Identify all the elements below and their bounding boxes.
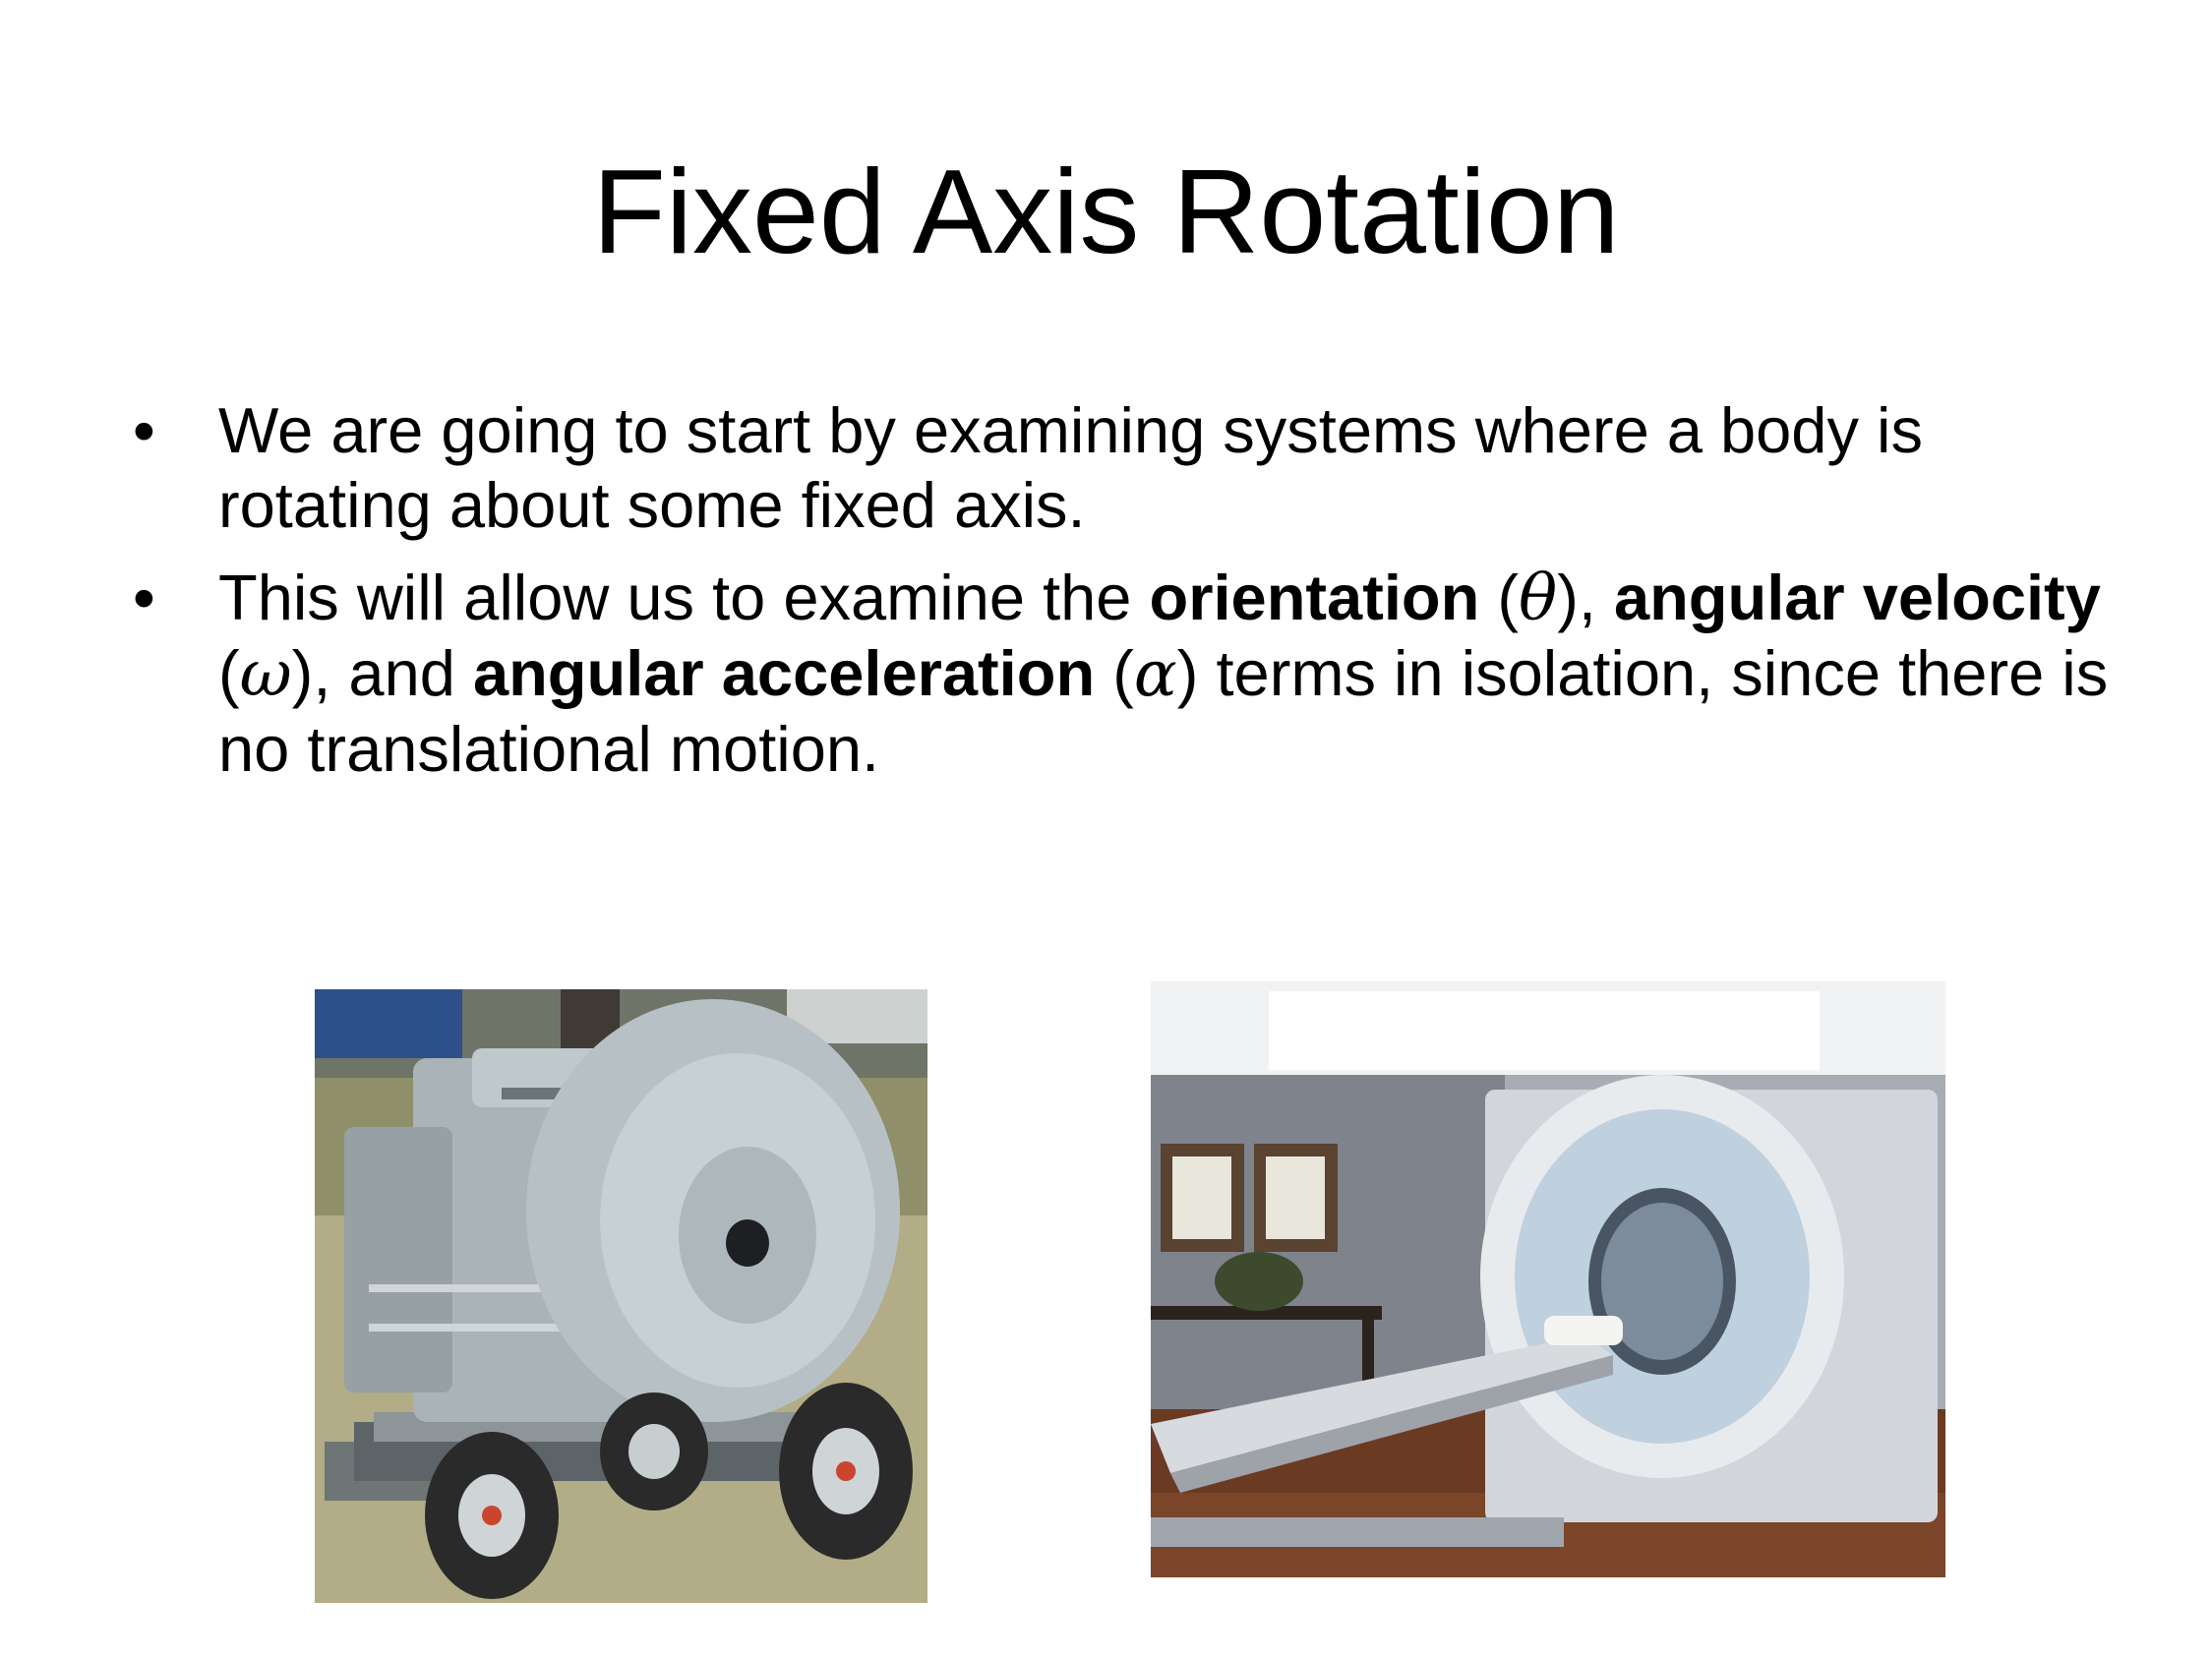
bullet-dot: • [133, 562, 155, 633]
bullet-list: • We are going to start by examining sys… [133, 393, 2120, 804]
engine-illustration [315, 989, 927, 1603]
term-angular-acceleration: angular acceleration [472, 637, 1096, 709]
bullet-text: This will allow us to examine the [218, 562, 1150, 633]
bullet-text: ( [1479, 562, 1520, 633]
bullet-text: ) terms in isolation, since there is no … [218, 637, 2109, 785]
bullet-item: • This will allow us to examine the orie… [133, 561, 2120, 787]
bullet-text: ), [1557, 562, 1614, 633]
bullet-text: ( [1095, 637, 1134, 709]
bullet-text: We are going to start by examining syste… [218, 394, 1923, 541]
term-orientation: orientation [1149, 562, 1480, 633]
bullet-item: • We are going to start by examining sys… [133, 393, 2120, 543]
stationary-engine-photo [315, 989, 927, 1603]
bullet-dot: • [133, 394, 155, 466]
ct-scanner-photo [1151, 981, 1945, 1577]
ct-scanner-illustration [1151, 981, 1945, 1577]
slide-title: Fixed Axis Rotation [592, 145, 1620, 278]
term-angular-velocity: angular velocity [1613, 562, 2101, 633]
theta-symbol: θ [1519, 562, 1558, 635]
bullet-text: ( [218, 637, 240, 709]
bullet-text: ), and [291, 637, 473, 709]
omega-symbol: ω [239, 637, 292, 711]
alpha-symbol: α [1133, 637, 1177, 711]
